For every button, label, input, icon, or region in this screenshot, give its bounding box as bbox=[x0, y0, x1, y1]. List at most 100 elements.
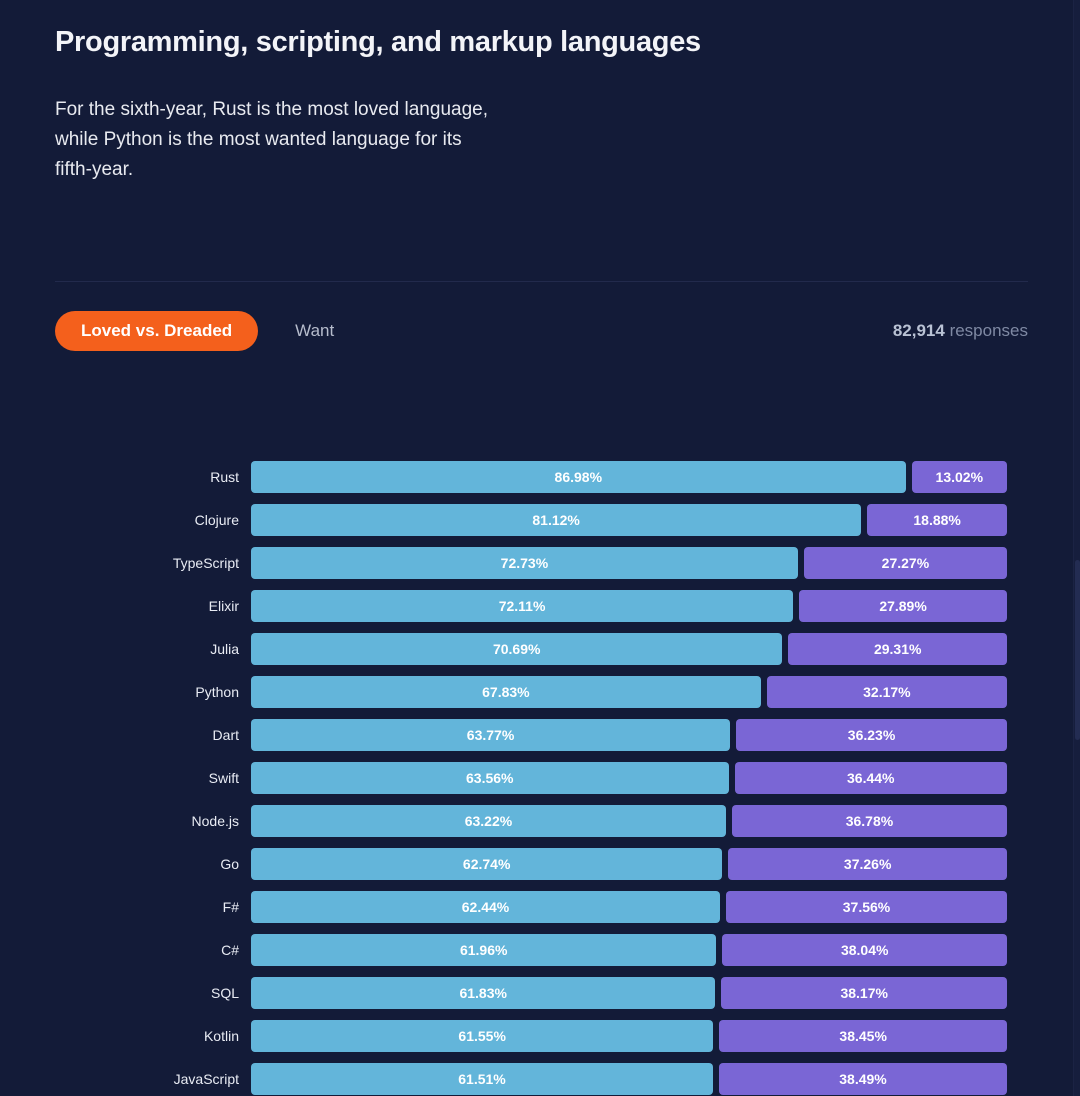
loved-bar: 61.83% bbox=[251, 977, 716, 1009]
scrollbar-thumb[interactable] bbox=[1075, 560, 1080, 740]
dreaded-value: 27.27% bbox=[881, 555, 930, 571]
dreaded-bar: 36.23% bbox=[736, 719, 1007, 751]
loved-bar: 63.22% bbox=[251, 805, 726, 837]
loved-value: 67.83% bbox=[482, 684, 530, 700]
dreaded-bar: 13.02% bbox=[911, 461, 1007, 493]
loved-bar: 72.73% bbox=[251, 547, 798, 579]
bar-group: 62.74% 37.26% bbox=[251, 848, 1007, 880]
chart-row: SQL 61.83% 38.17% bbox=[55, 977, 1007, 1009]
bar-group: 61.96% 38.04% bbox=[251, 934, 1007, 966]
loved-value: 63.22% bbox=[464, 813, 513, 829]
chart-row: Python 67.83% 32.17% bbox=[55, 676, 1007, 708]
loved-bar: 86.98% bbox=[251, 461, 906, 493]
loved-value: 63.77% bbox=[466, 727, 515, 743]
dreaded-bar: 36.78% bbox=[731, 805, 1007, 837]
language-label: F# bbox=[222, 899, 239, 915]
loved-bar: 62.44% bbox=[251, 891, 721, 923]
page-title: Programming, scripting, and markup langu… bbox=[55, 26, 701, 58]
language-label: Elixir bbox=[208, 598, 239, 614]
bar-group: 67.83% 32.17% bbox=[251, 676, 1007, 708]
dreaded-value: 29.31% bbox=[873, 641, 922, 657]
language-label: Dart bbox=[212, 727, 239, 743]
dreaded-value: 38.49% bbox=[839, 1071, 887, 1087]
language-label: Node.js bbox=[191, 813, 239, 829]
dreaded-value: 27.89% bbox=[879, 598, 927, 614]
loved-value: 81.12% bbox=[532, 512, 580, 528]
dreaded-bar: 32.17% bbox=[766, 676, 1007, 708]
chart-row: JavaScript 61.51% 38.49% bbox=[55, 1063, 1007, 1095]
section-divider bbox=[55, 281, 1028, 282]
dreaded-bar: 38.17% bbox=[721, 977, 1007, 1009]
dreaded-value: 37.56% bbox=[842, 899, 891, 915]
dreaded-bar: 36.44% bbox=[734, 762, 1007, 794]
chart-row: Rust 86.98% 13.02% bbox=[55, 461, 1007, 493]
bar-group: 61.83% 38.17% bbox=[251, 977, 1007, 1009]
dreaded-value: 36.23% bbox=[847, 727, 896, 743]
dreaded-value: 36.78% bbox=[845, 813, 894, 829]
loved-bar: 63.77% bbox=[251, 719, 731, 751]
loved-value: 61.51% bbox=[458, 1071, 506, 1087]
bar-group: 81.12% 18.88% bbox=[251, 504, 1007, 536]
dreaded-bar: 38.45% bbox=[719, 1020, 1007, 1052]
language-label: Julia bbox=[210, 641, 239, 657]
loved-value: 72.73% bbox=[500, 555, 549, 571]
dreaded-bar: 37.56% bbox=[726, 891, 1007, 923]
chart-row: Clojure 81.12% 18.88% bbox=[55, 504, 1007, 536]
dreaded-bar: 37.26% bbox=[728, 848, 1007, 880]
dreaded-value: 13.02% bbox=[935, 469, 984, 485]
tab-loved-vs-dreaded[interactable]: Loved vs. Dreaded bbox=[55, 311, 259, 351]
loved-value: 62.74% bbox=[462, 856, 511, 872]
language-label: Kotlin bbox=[203, 1028, 239, 1044]
loved-value: 70.69% bbox=[492, 641, 541, 657]
page-description: For the sixth-year, Rust is the most lov… bbox=[55, 99, 488, 180]
dreaded-value: 36.44% bbox=[847, 770, 895, 786]
chart-row: Julia 70.69% 29.31% bbox=[55, 633, 1007, 665]
bar-group: 72.11% 27.89% bbox=[251, 590, 1007, 622]
chart-row: Swift 63.56% 36.44% bbox=[55, 762, 1007, 794]
language-label: Go bbox=[220, 856, 239, 872]
dreaded-bar: 27.27% bbox=[803, 547, 1007, 579]
language-label: Python bbox=[195, 684, 239, 700]
bar-group: 61.51% 38.49% bbox=[251, 1063, 1007, 1095]
bar-group: 62.44% 37.56% bbox=[251, 891, 1007, 923]
chart-row: C# 61.96% 38.04% bbox=[55, 934, 1007, 966]
loved-bar: 61.96% bbox=[251, 934, 717, 966]
dreaded-value: 32.17% bbox=[863, 684, 911, 700]
scrollbar[interactable] bbox=[1073, 0, 1080, 1096]
loved-bar: 70.69% bbox=[251, 633, 783, 665]
responses-count: 82,914 responses bbox=[893, 321, 1028, 341]
dreaded-value: 37.26% bbox=[843, 856, 892, 872]
loved-value: 62.44% bbox=[461, 899, 510, 915]
dreaded-bar: 18.88% bbox=[867, 504, 1007, 536]
dreaded-bar: 29.31% bbox=[788, 633, 1007, 665]
chart-row: Dart 63.77% 36.23% bbox=[55, 719, 1007, 751]
dreaded-bar: 38.49% bbox=[719, 1063, 1007, 1095]
dreaded-value: 38.45% bbox=[839, 1028, 887, 1044]
loved-value: 61.83% bbox=[459, 985, 507, 1001]
dreaded-bar: 27.89% bbox=[799, 590, 1007, 622]
loved-bar: 62.74% bbox=[251, 848, 723, 880]
dreaded-value: 38.04% bbox=[840, 942, 889, 958]
bar-group: 70.69% 29.31% bbox=[251, 633, 1007, 665]
bar-group: 63.77% 36.23% bbox=[251, 719, 1007, 751]
bar-group: 61.55% 38.45% bbox=[251, 1020, 1007, 1052]
chart-row: Kotlin 61.55% 38.45% bbox=[55, 1020, 1007, 1052]
loved-bar: 61.55% bbox=[251, 1020, 714, 1052]
language-label: Clojure bbox=[194, 512, 239, 528]
dreaded-value: 38.17% bbox=[840, 985, 888, 1001]
bar-group: 63.56% 36.44% bbox=[251, 762, 1007, 794]
chart-row: Go 62.74% 37.26% bbox=[55, 848, 1007, 880]
loved-value: 61.96% bbox=[459, 942, 508, 958]
language-label: C# bbox=[221, 942, 239, 958]
bar-group: 72.73% 27.27% bbox=[251, 547, 1007, 579]
tab-want[interactable]: Want bbox=[270, 311, 359, 351]
bar-group: 86.98% 13.02% bbox=[251, 461, 1007, 493]
chart-tab-bar: Loved vs. Dreaded Want 82,914 responses bbox=[55, 311, 1028, 351]
language-label: Rust bbox=[210, 469, 239, 485]
dreaded-bar: 38.04% bbox=[722, 934, 1007, 966]
chart-row: TypeScript 72.73% 27.27% bbox=[55, 547, 1007, 579]
loved-bar: 81.12% bbox=[251, 504, 862, 536]
bar-group: 63.22% 36.78% bbox=[251, 805, 1007, 837]
